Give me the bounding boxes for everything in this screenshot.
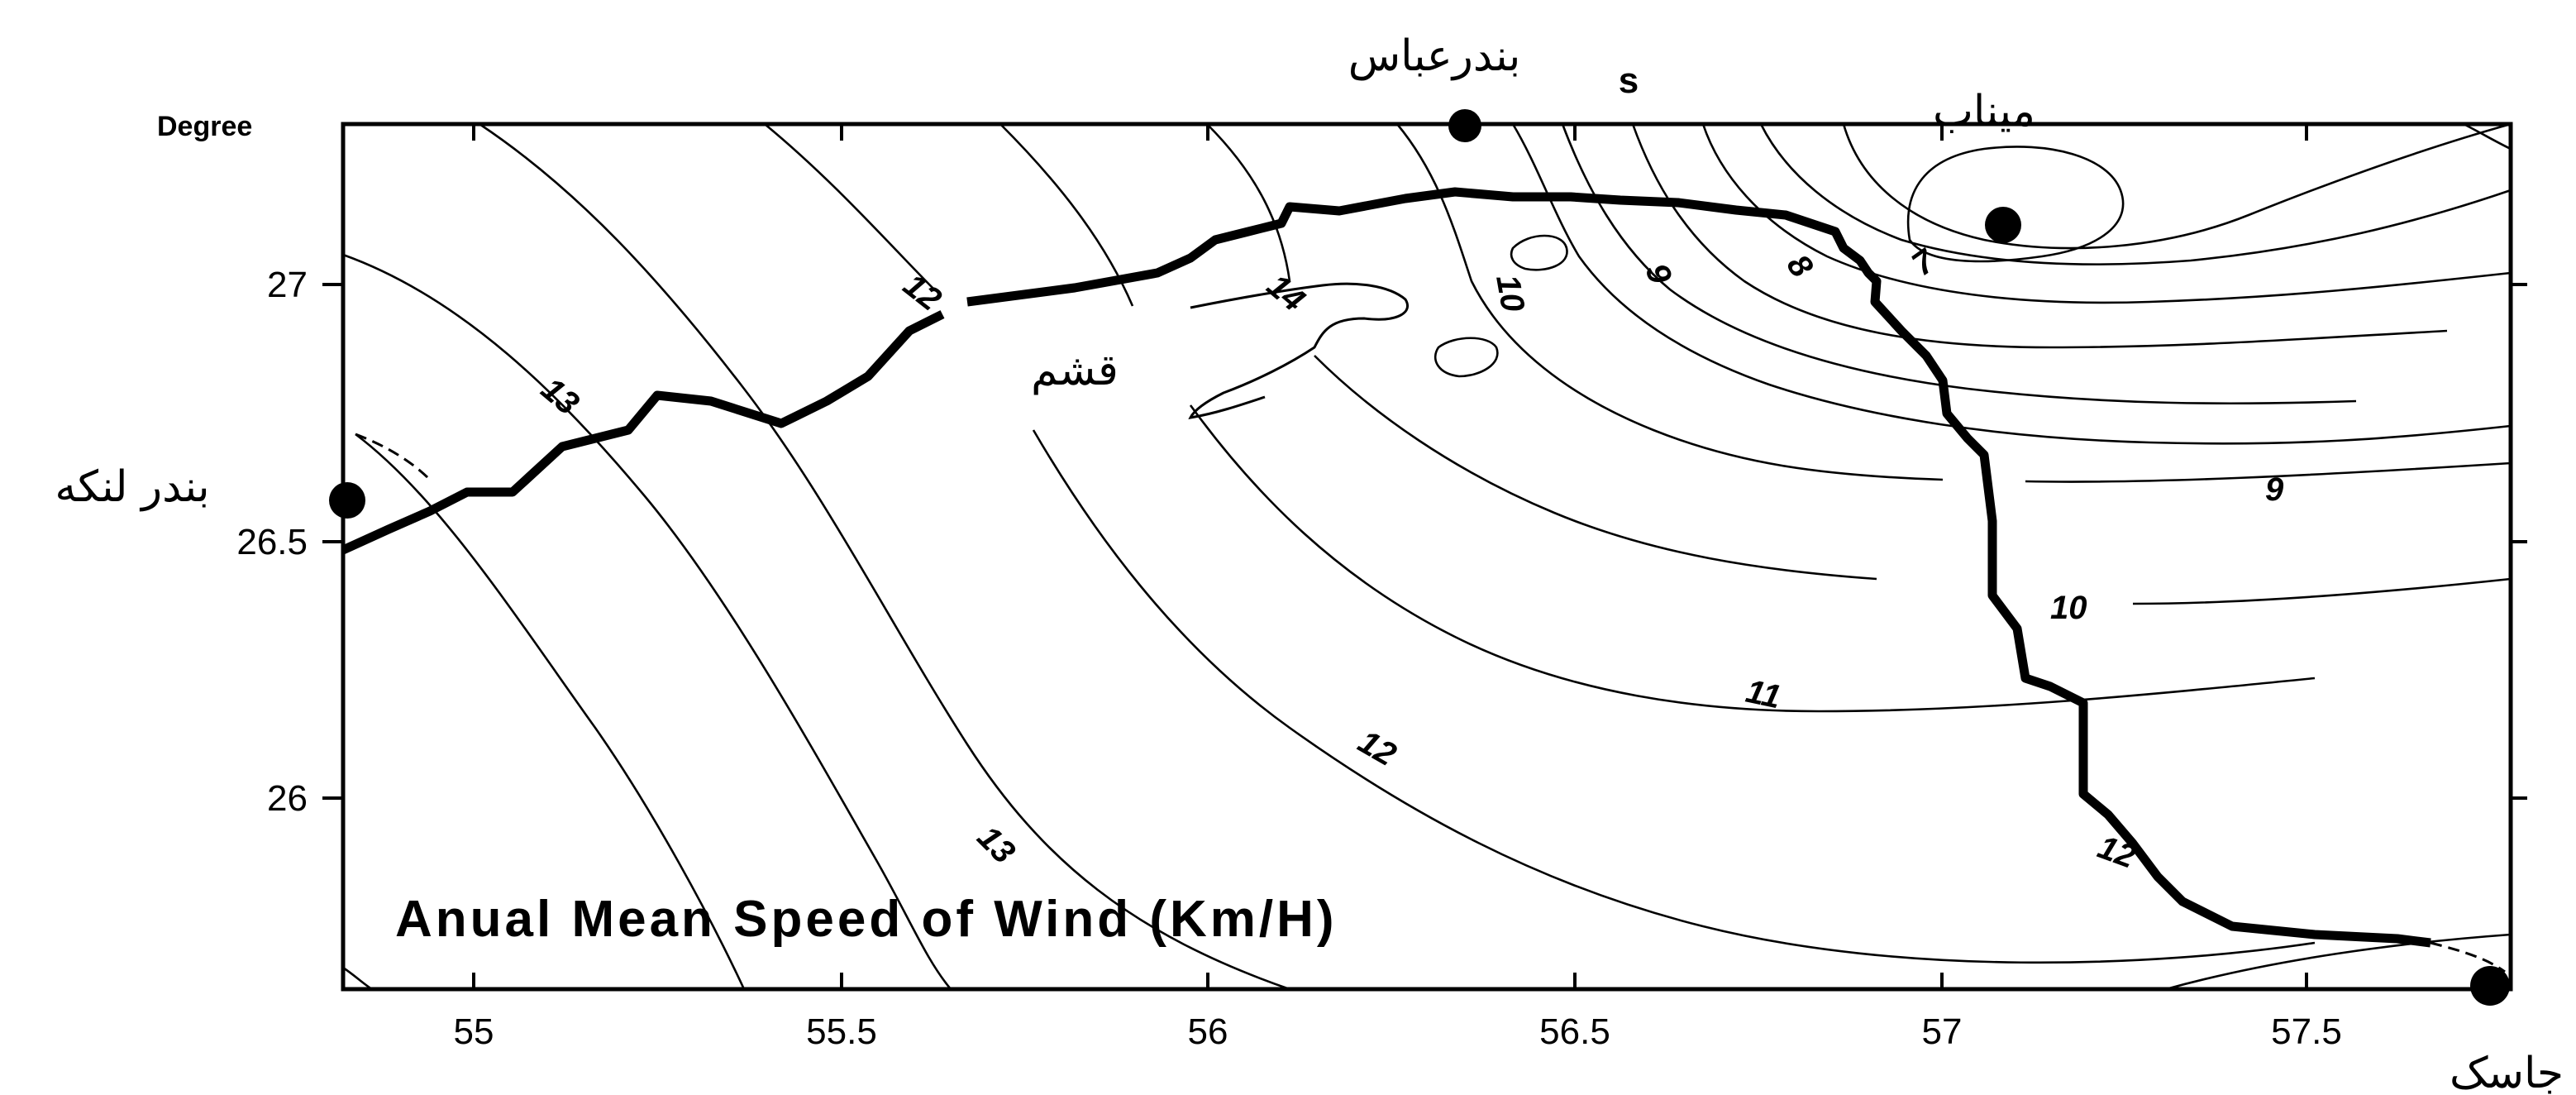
city-marker: [1985, 207, 2021, 243]
contour-line: [1511, 123, 2512, 445]
contour-line: [1189, 404, 2316, 713]
contour-line: [2165, 933, 2512, 991]
contour-label: 9: [1639, 259, 1679, 289]
axis-title: Degree: [157, 111, 252, 142]
y-tick-label: 27: [267, 265, 308, 305]
x-tick-label: 57.5: [2271, 1011, 2342, 1052]
x-tick-label: 56.5: [1539, 1011, 1610, 1052]
contour-line: [1701, 123, 2512, 304]
x-tick-label: 55.5: [806, 1011, 877, 1052]
contour-line: [764, 122, 935, 290]
contour-label: 13: [534, 371, 585, 422]
contour-line: [2025, 461, 2512, 483]
contour-line: [1314, 355, 1877, 581]
y-tick-label: 26.5: [236, 522, 308, 562]
y-tick-label: 26: [267, 778, 308, 819]
contour-line: [1561, 123, 2357, 405]
contour-line: [342, 966, 373, 991]
x-tick-label: 55: [454, 1011, 494, 1052]
city-label: میناب: [1933, 87, 2035, 136]
island-label: قشم: [1031, 346, 1119, 395]
contour-line: [1759, 123, 2512, 265]
contour-line: [1206, 123, 1291, 282]
contour-label: 10: [1489, 272, 1531, 314]
contour-label: 12: [896, 266, 947, 318]
contour-line: [1510, 234, 1568, 271]
y-axis-ticks: [322, 283, 2527, 800]
contour-line: [1433, 337, 1499, 378]
dashed-coastline: [355, 433, 2506, 973]
coastline: [341, 187, 2431, 948]
map-title: Anual Mean Speed of Wind (Km/H): [395, 891, 1338, 948]
x-axis-ticks: [472, 124, 2308, 989]
x-tick-label: 56: [1188, 1011, 1228, 1052]
contour-labels: 12 13 14 10 9 8 7 9 10 11 12 13 12: [534, 242, 2284, 876]
city-label: جاسک: [2450, 1049, 2564, 1095]
contour-line: [2132, 577, 2512, 605]
contour-line: [1032, 429, 2316, 964]
city-label: بندرعباس: [1348, 31, 1521, 81]
city-marker: [1448, 109, 1481, 142]
contour-line: [1631, 123, 2448, 349]
s-marker-label: s: [1619, 60, 1639, 101]
wind-speed-contours: [342, 122, 2512, 991]
contour-label: 12: [1352, 724, 1403, 773]
contour-line: [479, 122, 1290, 991]
city-marker: [2470, 966, 2510, 1006]
city-label: بندر لنکه: [55, 462, 209, 512]
contour-line: [342, 253, 952, 990]
map-frame: [341, 122, 2513, 992]
contour-line: [1842, 122, 2512, 250]
x-tick-label: 57: [1922, 1011, 1963, 1052]
contour-label: 8: [1780, 248, 1820, 285]
contour-label: 13: [971, 819, 1023, 871]
contour-label: 12: [2093, 829, 2140, 876]
contour-line: [355, 433, 746, 990]
city-marker: [329, 482, 365, 519]
contour-label: 10: [2050, 590, 2087, 626]
qeshm-island-outline: [1188, 282, 1409, 419]
contour-label: 9: [2265, 471, 2284, 508]
contour-label: 11: [1743, 673, 1784, 716]
contour-line: [1396, 123, 1944, 481]
contour-line: [2463, 122, 2512, 151]
contour-line: [1906, 146, 2125, 263]
